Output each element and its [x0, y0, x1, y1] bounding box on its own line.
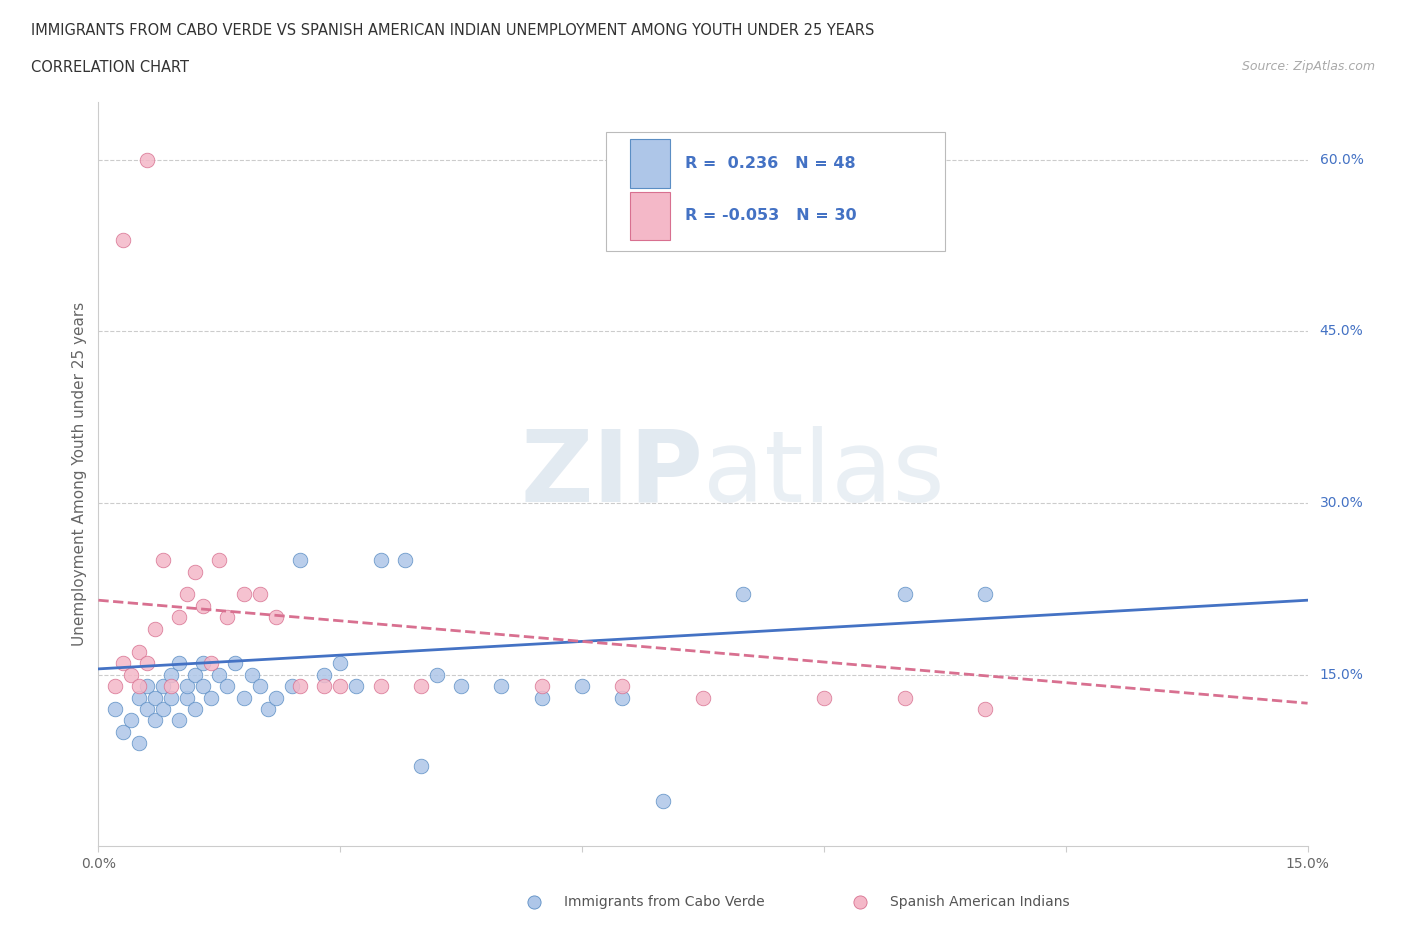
- Point: [612, 690, 634, 705]
- Point: [135, 153, 157, 167]
- Point: [152, 679, 174, 694]
- Point: [103, 701, 125, 716]
- Point: [224, 656, 246, 671]
- Point: [232, 587, 254, 602]
- Point: [264, 610, 287, 625]
- Point: [288, 552, 311, 567]
- Text: CORRELATION CHART: CORRELATION CHART: [31, 60, 188, 75]
- Point: [143, 713, 166, 728]
- Point: [314, 667, 336, 682]
- Text: atlas: atlas: [703, 426, 945, 523]
- Point: [329, 656, 352, 671]
- Point: [370, 679, 392, 694]
- Point: [152, 701, 174, 716]
- Point: [288, 679, 311, 694]
- Point: [176, 587, 198, 602]
- Point: [651, 793, 673, 808]
- Point: [176, 679, 198, 694]
- Point: [128, 690, 150, 705]
- Point: [813, 690, 835, 705]
- Point: [103, 679, 125, 694]
- Point: [217, 610, 239, 625]
- Point: [571, 679, 593, 694]
- Point: [450, 679, 472, 694]
- Point: [329, 679, 352, 694]
- Text: Source: ZipAtlas.com: Source: ZipAtlas.com: [1241, 60, 1375, 73]
- Point: [193, 679, 215, 694]
- Point: [232, 690, 254, 705]
- Point: [249, 679, 271, 694]
- Point: [974, 587, 997, 602]
- Text: 45.0%: 45.0%: [1320, 325, 1364, 339]
- Point: [974, 701, 997, 716]
- Text: R = -0.053   N = 30: R = -0.053 N = 30: [685, 208, 856, 223]
- Point: [111, 656, 134, 671]
- Point: [128, 644, 150, 659]
- Point: [120, 667, 142, 682]
- Point: [370, 552, 392, 567]
- Point: [314, 679, 336, 694]
- Text: R =  0.236   N = 48: R = 0.236 N = 48: [685, 156, 855, 171]
- Text: 30.0%: 30.0%: [1320, 496, 1364, 510]
- Point: [184, 701, 207, 716]
- Point: [152, 552, 174, 567]
- Point: [135, 701, 157, 716]
- Point: [143, 690, 166, 705]
- Point: [135, 679, 157, 694]
- Point: [692, 690, 714, 705]
- Point: [893, 587, 915, 602]
- Point: [530, 690, 553, 705]
- Point: [193, 599, 215, 614]
- Point: [281, 679, 304, 694]
- Y-axis label: Unemployment Among Youth under 25 years: Unemployment Among Youth under 25 years: [72, 302, 87, 646]
- Point: [240, 667, 263, 682]
- Point: [160, 667, 183, 682]
- Point: [217, 679, 239, 694]
- Point: [167, 713, 190, 728]
- Text: IMMIGRANTS FROM CABO VERDE VS SPANISH AMERICAN INDIAN UNEMPLOYMENT AMONG YOUTH U: IMMIGRANTS FROM CABO VERDE VS SPANISH AM…: [31, 23, 875, 38]
- Text: Spanish American Indians: Spanish American Indians: [890, 895, 1070, 910]
- Point: [733, 587, 755, 602]
- FancyBboxPatch shape: [630, 192, 671, 240]
- Text: 15.0%: 15.0%: [1320, 668, 1364, 682]
- Point: [394, 552, 416, 567]
- Point: [143, 621, 166, 636]
- Text: Immigrants from Cabo Verde: Immigrants from Cabo Verde: [564, 895, 765, 910]
- Point: [208, 552, 231, 567]
- Point: [120, 713, 142, 728]
- Point: [249, 587, 271, 602]
- Point: [184, 667, 207, 682]
- Point: [111, 232, 134, 247]
- Point: [426, 667, 449, 682]
- Point: [160, 679, 183, 694]
- Point: [208, 667, 231, 682]
- Point: [184, 565, 207, 579]
- Point: [111, 724, 134, 739]
- Point: [491, 679, 513, 694]
- Point: [264, 690, 287, 705]
- Point: [160, 690, 183, 705]
- Point: [530, 679, 553, 694]
- Point: [176, 690, 198, 705]
- Point: [344, 679, 367, 694]
- Point: [128, 736, 150, 751]
- FancyBboxPatch shape: [630, 140, 671, 188]
- Point: [167, 610, 190, 625]
- FancyBboxPatch shape: [606, 132, 945, 251]
- Point: [409, 759, 432, 774]
- Text: 60.0%: 60.0%: [1320, 153, 1364, 166]
- Point: [200, 690, 222, 705]
- Point: [200, 656, 222, 671]
- Point: [167, 656, 190, 671]
- Text: ZIP: ZIP: [520, 426, 703, 523]
- Point: [135, 656, 157, 671]
- Point: [612, 679, 634, 694]
- Point: [256, 701, 278, 716]
- Point: [893, 690, 915, 705]
- Point: [193, 656, 215, 671]
- Point: [128, 679, 150, 694]
- Point: [409, 679, 432, 694]
